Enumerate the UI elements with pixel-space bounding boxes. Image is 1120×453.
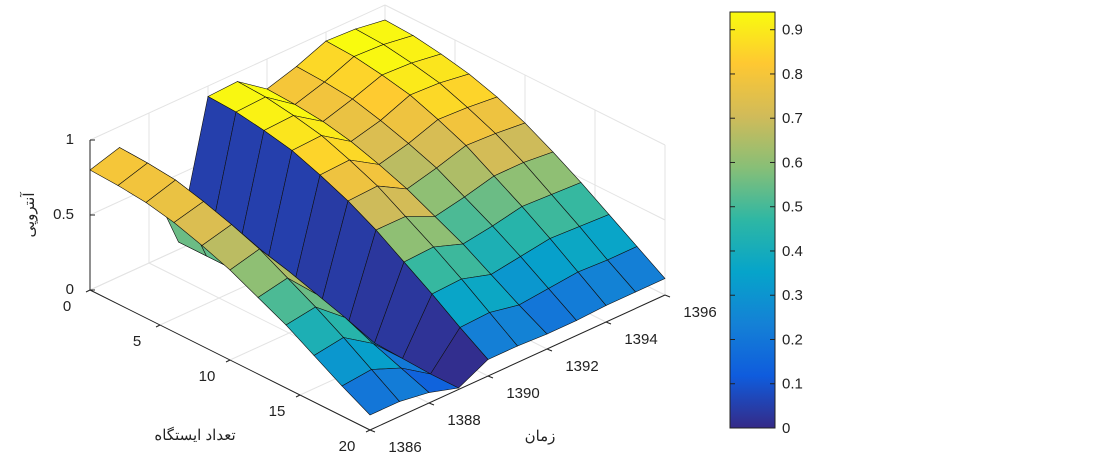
x-axis	[369, 294, 666, 431]
surface-face	[341, 369, 400, 416]
y-tick-label: 5	[133, 333, 141, 350]
z-axis-title: آنتروپی	[20, 192, 38, 238]
z-tick-label: 1	[66, 131, 74, 148]
y-tick-label: 10	[199, 368, 216, 385]
z-tick-label: 0.5	[53, 206, 74, 223]
y-tick-label: 20	[339, 438, 356, 453]
z-tick-label: 0	[66, 281, 74, 298]
tick-mark	[546, 348, 553, 352]
y-tick-label: 15	[269, 403, 286, 420]
tick-mark	[664, 294, 671, 298]
x-tick-label: 1396	[683, 304, 716, 321]
tick-mark	[225, 359, 231, 363]
tick-mark	[85, 289, 91, 293]
colorbar-tick-label: 0	[782, 420, 790, 437]
x-tick-label: 1394	[624, 331, 657, 348]
tick-mark	[487, 375, 494, 379]
colorbar-tick-label: 0.3	[782, 287, 803, 304]
tick-mark	[365, 429, 371, 433]
tick-mark	[428, 402, 435, 406]
colorbar-tick-label: 0.6	[782, 154, 803, 171]
colorbar-tick-label: 0.2	[782, 331, 803, 348]
colorbar-axis: 0 0.1 0.2 0.3 0.4 0.5 0.6 0.7 0.8 0.9	[730, 22, 803, 437]
colorbar	[729, 11, 776, 429]
colorbar-tick-label: 0.9	[782, 22, 803, 39]
tick-mark	[155, 324, 161, 328]
tick-mark	[605, 321, 612, 325]
surface	[89, 19, 666, 416]
colorbar-tick-label: 0.1	[782, 376, 803, 393]
colorbar-tick-label: 0.8	[782, 66, 803, 83]
tick-mark	[295, 394, 301, 398]
x-tick-label: 1392	[565, 358, 598, 375]
x-tick-label: 1390	[506, 385, 539, 402]
grid-line	[89, 4, 386, 141]
x-axis-title: زمان	[525, 428, 556, 445]
y-tick-label: 0	[63, 298, 71, 315]
colorbar-tick-label: 0.7	[782, 110, 803, 127]
x-tick-label: 1388	[447, 412, 480, 429]
grid-line	[384, 4, 666, 146]
y-axis-title: تعداد ایستگاه	[154, 426, 235, 444]
colorbar-tick-label: 0.4	[782, 243, 803, 260]
x-tick-label: 1386	[388, 439, 421, 453]
tick-mark	[369, 429, 376, 433]
colorbar-tick-label: 0.5	[782, 199, 803, 216]
